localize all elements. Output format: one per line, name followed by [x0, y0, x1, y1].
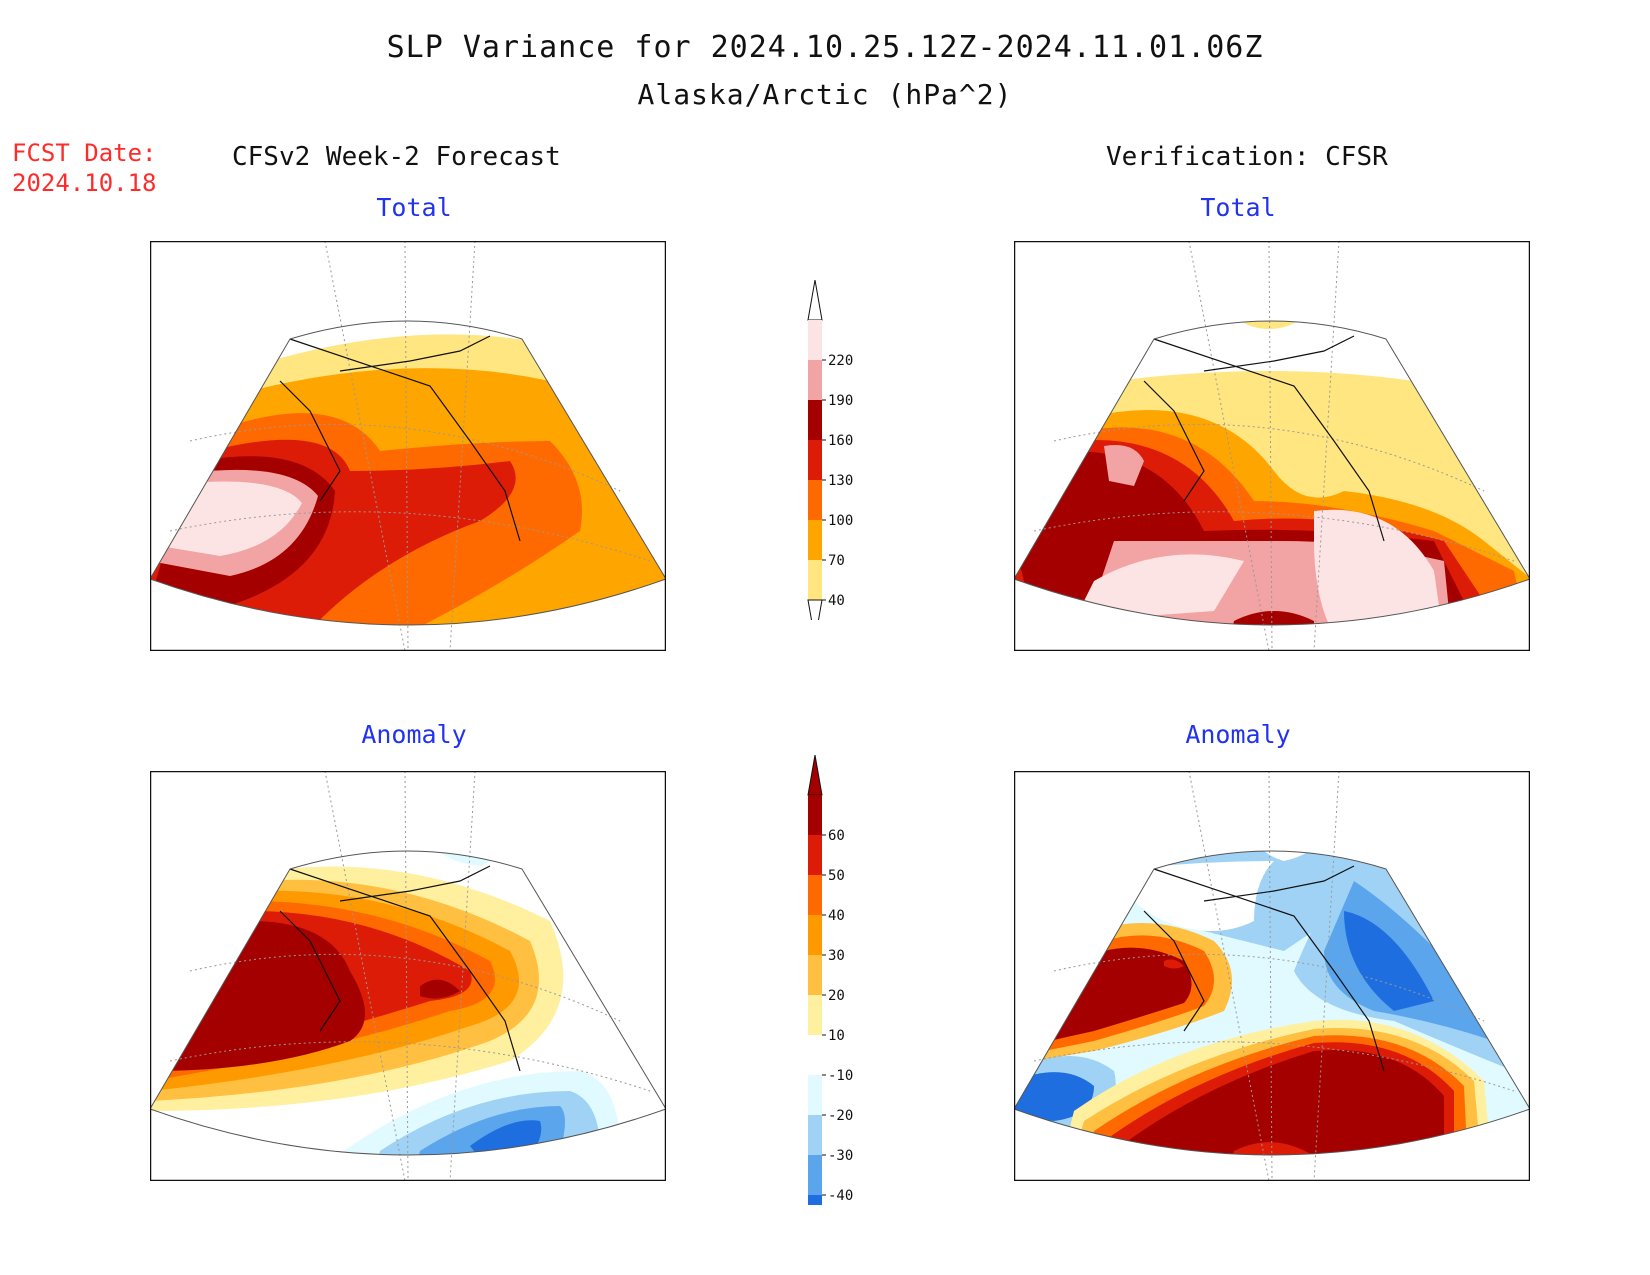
- anomaly-colorbar-tick-label: 50: [828, 868, 845, 884]
- anomaly-colorbar-tick-label: 30: [828, 948, 845, 964]
- anomaly-colorbar-tick-label: 40: [828, 908, 845, 924]
- verification-column-heading: Verification: CFSR: [1106, 142, 1388, 172]
- anomaly-colorbar-swatch: [808, 1075, 822, 1115]
- total-colorbar-tick-label: 40: [828, 593, 845, 609]
- anomaly-colorbar-tick-label: 60: [828, 828, 845, 844]
- total-colorbar-top-arrow: [807, 280, 823, 321]
- forecast-total-title: Total: [376, 193, 452, 222]
- total-colorbar-tick-label: 130: [828, 473, 853, 489]
- total-colorbar-swatch: [808, 520, 822, 560]
- anomaly-colorbar-swatch: [808, 955, 822, 995]
- chart-subtitle: Alaska/Arctic (hPa^2): [637, 78, 1013, 111]
- total-colorbar-swatch: [808, 320, 822, 360]
- anomaly-colorbar-tick-label: 10: [828, 1028, 845, 1044]
- verification-total-title: Total: [1200, 193, 1276, 222]
- forecast-date-label: FCST Date: 2024.10.18: [12, 138, 157, 198]
- anomaly-colorbar-swatch: [808, 875, 822, 915]
- anomaly-colorbar-swatch: [808, 835, 822, 875]
- total-colorbar-swatch: [808, 480, 822, 520]
- total-colorbar-tick-label: 70: [828, 553, 845, 569]
- total-colorbar: 220 190 160 130 100 70 40: [807, 280, 853, 620]
- total-colorbar-swatch: [808, 560, 822, 600]
- total-colorbar-swatch: [808, 360, 822, 400]
- total-colorbar-tick-label: 190: [828, 393, 853, 409]
- forecast-date-value: 2024.10.18: [12, 169, 157, 197]
- verification-anomaly-title: Anomaly: [1185, 720, 1291, 749]
- total-colorbar-tick-label: 100: [828, 513, 853, 529]
- anomaly-colorbar-top-arrow: [807, 755, 823, 796]
- anomaly-colorbar-tick-label: -30: [828, 1148, 853, 1164]
- anomaly-colorbar-swatch: [808, 915, 822, 955]
- chart-title: SLP Variance for 2024.10.25.12Z-2024.11.…: [386, 30, 1264, 65]
- anomaly-colorbar-tick-label: -10: [828, 1068, 853, 1084]
- total-colorbar-tick-label: 160: [828, 433, 853, 449]
- forecast-anomaly-title: Anomaly: [361, 720, 467, 749]
- forecast-anomaly-map: [150, 771, 666, 1181]
- anomaly-colorbar-swatch: [808, 1035, 822, 1075]
- anomaly-colorbar-swatch: [808, 1155, 822, 1195]
- total-colorbar-swatch: [808, 440, 822, 480]
- anomaly-colorbar-tick-label: -20: [828, 1108, 853, 1124]
- anomaly-colorbar-swatch: [808, 1195, 822, 1205]
- verification-total-map: [1014, 241, 1530, 651]
- verification-anomaly-map: [1014, 771, 1530, 1181]
- total-colorbar-swatch: [808, 400, 822, 440]
- anomaly-colorbar-swatch: [808, 795, 822, 835]
- forecast-total-map: [150, 241, 666, 651]
- anomaly-colorbar-swatch: [808, 995, 822, 1035]
- anomaly-colorbar: 60 50 40 30 20 10 -10 -20 -30 -40: [807, 755, 853, 1205]
- total-colorbar-tick-label: 220: [828, 353, 853, 369]
- anomaly-colorbar-swatch: [808, 1115, 822, 1155]
- forecast-date-caption: FCST Date:: [12, 139, 157, 167]
- total-colorbar-bottom-arrow: [807, 599, 823, 620]
- anomaly-colorbar-tick-label: -40: [828, 1188, 853, 1204]
- anomaly-colorbar-tick-label: 20: [828, 988, 845, 1004]
- forecast-column-heading: CFSv2 Week-2 Forecast: [232, 142, 561, 172]
